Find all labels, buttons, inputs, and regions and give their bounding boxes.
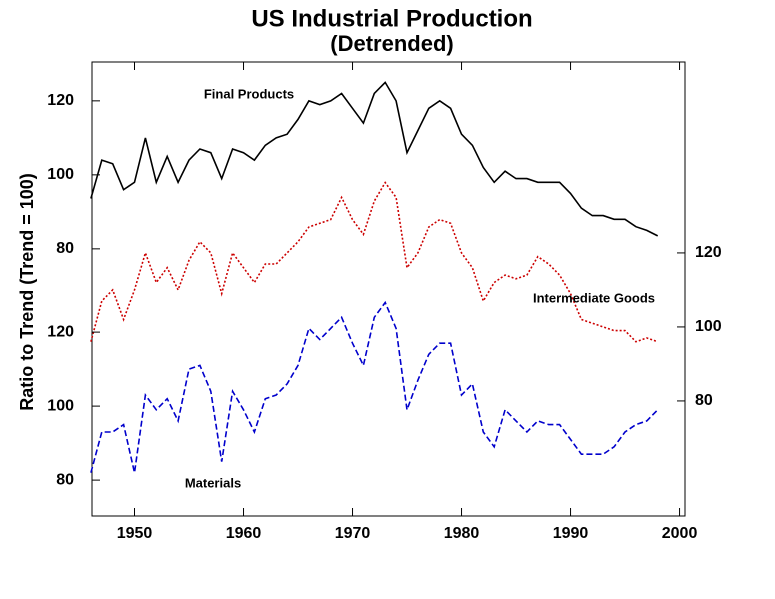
chart-subtitle: (Detrended) <box>330 31 453 56</box>
y-tick-label: 100 <box>47 166 74 183</box>
series-line <box>90 81 659 237</box>
y-tick-label: 80 <box>56 471 74 488</box>
x-tick-label: 1980 <box>444 525 480 542</box>
series-label: Materials <box>185 475 241 490</box>
chart-title: US Industrial Production <box>251 5 532 32</box>
y-tick-label: 100 <box>695 318 722 335</box>
y-tick-label: 120 <box>47 92 74 109</box>
x-tick-label: 1970 <box>335 525 371 542</box>
y-tick-label: 120 <box>695 244 722 261</box>
y-tick-label: 100 <box>47 397 74 414</box>
x-tick-label: 1950 <box>117 525 153 542</box>
plot-frame <box>91 61 686 517</box>
x-tick-label: 2000 <box>662 525 698 542</box>
x-tick-label: 1990 <box>553 525 589 542</box>
y-tick-label: 80 <box>56 240 74 257</box>
series-line <box>90 300 659 473</box>
y-tick-label: 80 <box>695 392 713 409</box>
series-label: Intermediate Goods <box>533 290 655 305</box>
x-tick-label: 1960 <box>226 525 262 542</box>
y-axis-label: Ratio to Trend (Trend = 100) <box>17 173 37 411</box>
series-label: Final Products <box>204 86 294 101</box>
series-line <box>90 181 658 343</box>
y-tick-label: 120 <box>47 323 74 340</box>
